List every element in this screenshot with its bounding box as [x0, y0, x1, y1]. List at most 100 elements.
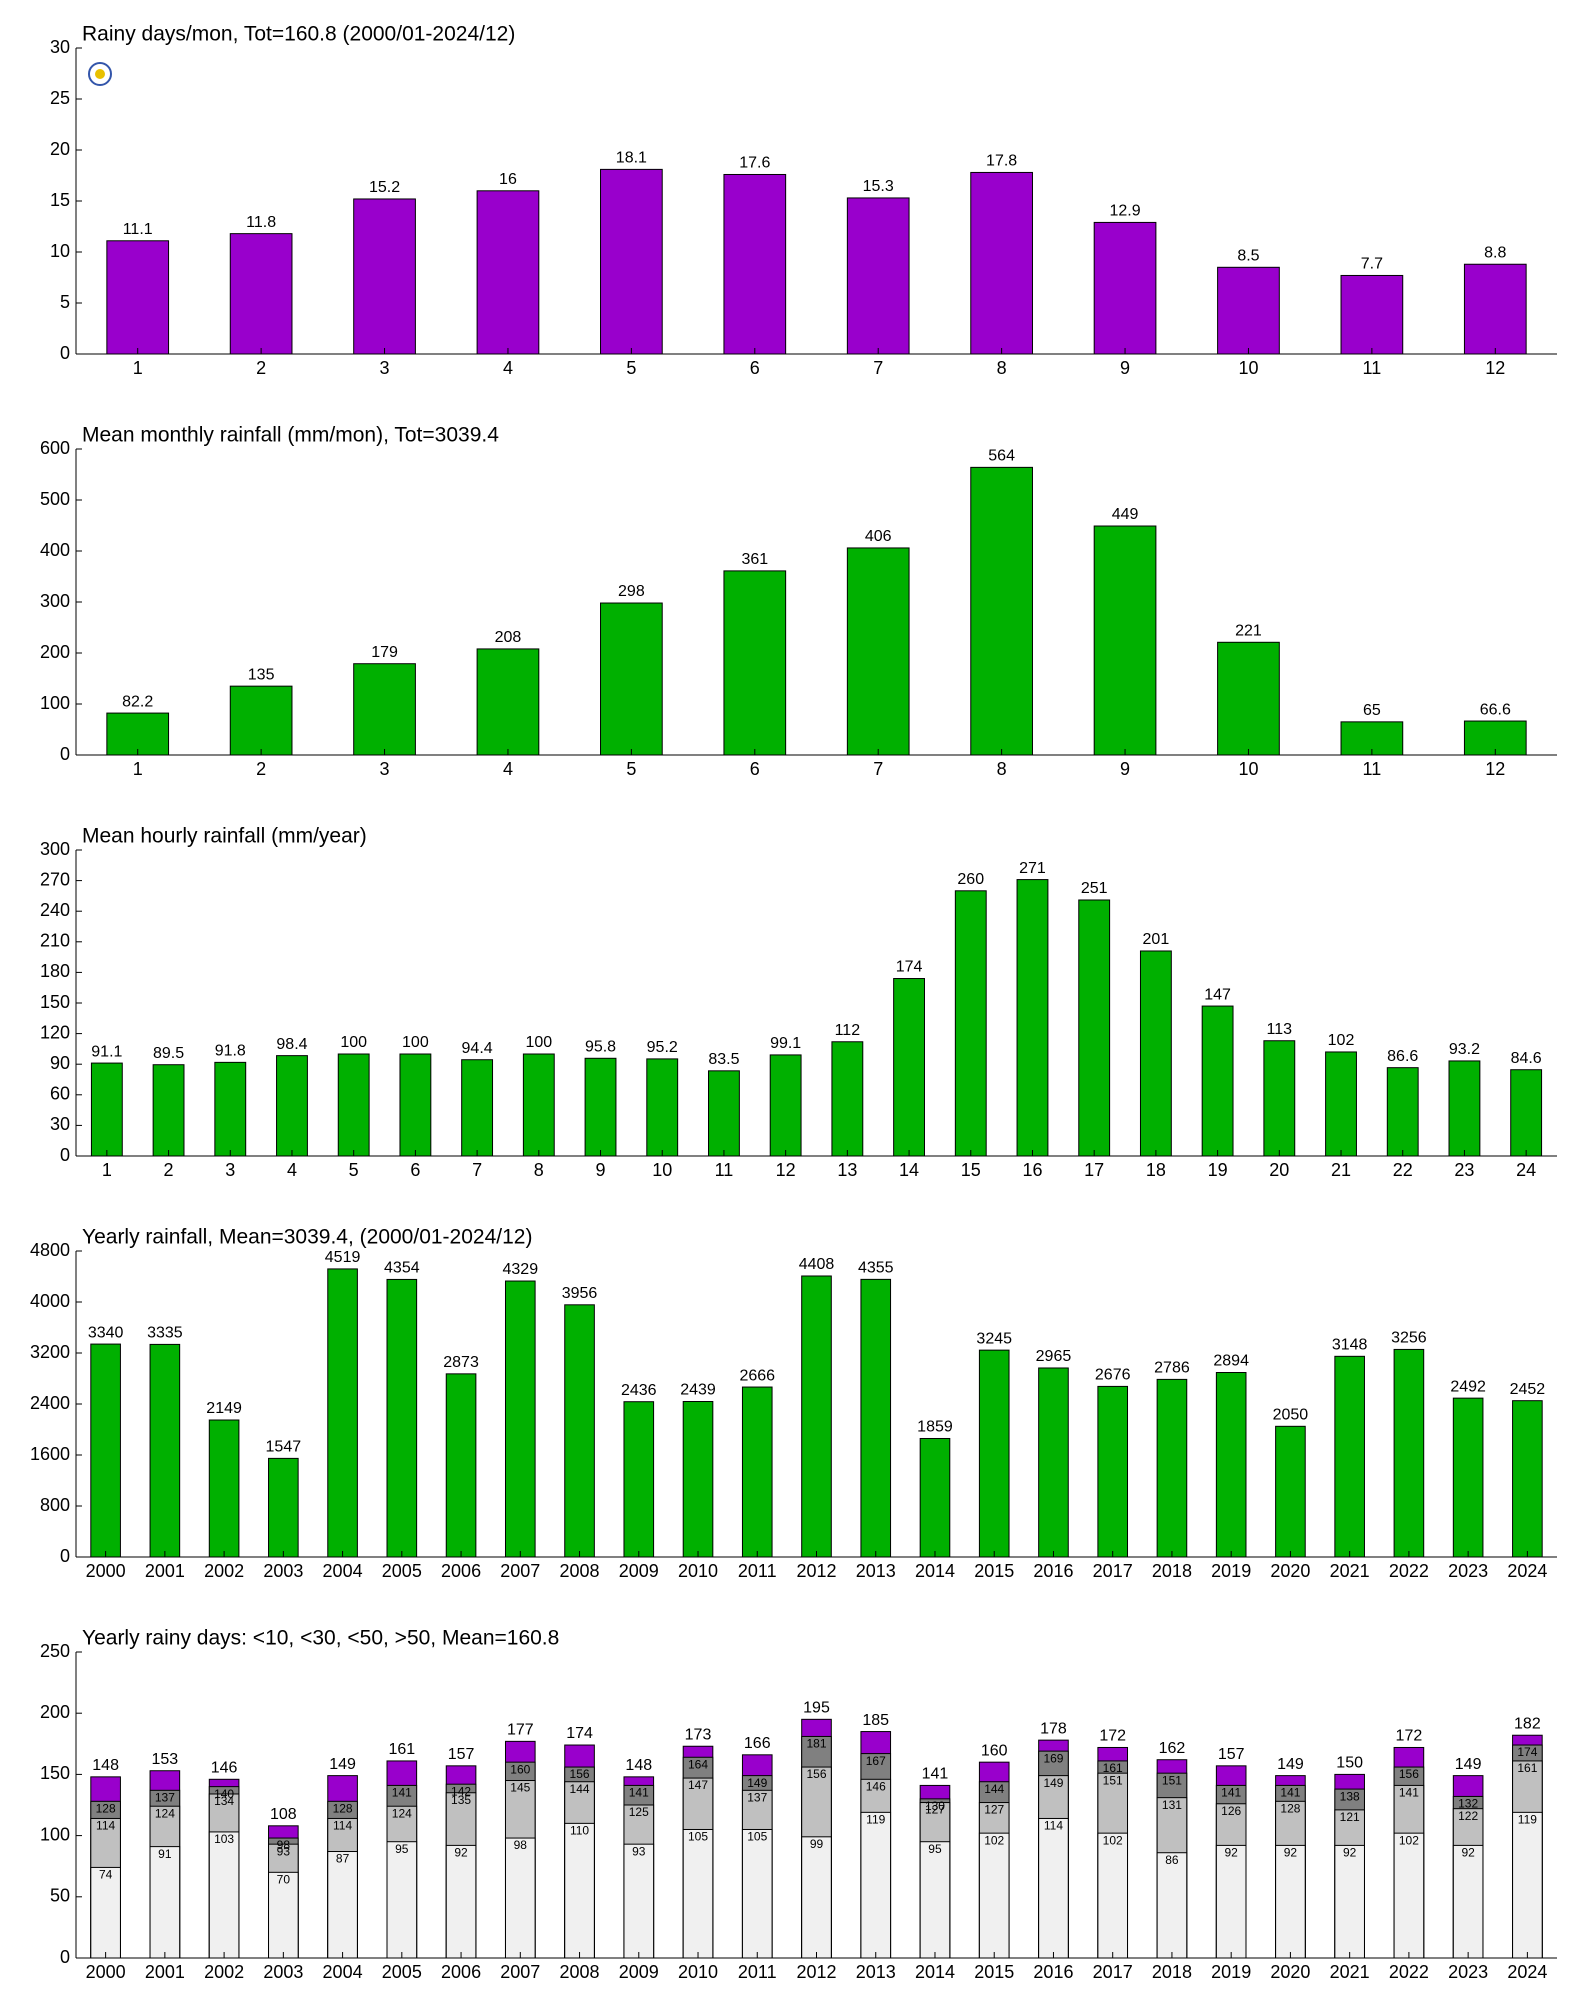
value-label: 178	[1040, 1720, 1067, 1737]
x-tick-label: 2	[256, 358, 266, 378]
value-label: 2492	[1450, 1378, 1486, 1395]
value-label: 148	[92, 1757, 119, 1774]
x-tick-label: 11	[1363, 759, 1382, 779]
value-label: 100	[340, 1034, 367, 1051]
x-tick-label: 10	[1238, 759, 1258, 779]
bar	[504, 1280, 536, 1558]
value-label: 7.7	[1361, 256, 1383, 273]
x-tick-label: 2019	[1211, 1962, 1251, 1982]
value-label: 66.6	[1480, 701, 1511, 718]
bar	[214, 1061, 247, 1157]
segment-label: 91	[158, 1847, 172, 1861]
bar	[1217, 641, 1280, 756]
x-tick-label: 2000	[86, 1561, 126, 1581]
bar	[152, 1064, 185, 1157]
value-label: 18.1	[616, 150, 647, 167]
bar	[831, 1041, 864, 1157]
y-tick-label: 90	[50, 1053, 70, 1073]
chart-title: Mean monthly rainfall (mm/mon), Tot=3039…	[82, 424, 499, 447]
value-label: 149	[1455, 1756, 1482, 1773]
segment-label: 156	[1399, 1767, 1419, 1781]
value-label: 146	[211, 1760, 238, 1777]
x-tick-label: 2020	[1270, 1561, 1310, 1581]
bar	[476, 190, 540, 355]
segment-label: 92	[454, 1846, 468, 1860]
segment-label: 141	[1221, 1786, 1241, 1800]
x-tick-label: 6	[750, 759, 760, 779]
value-label: 149	[329, 1756, 356, 1773]
y-tick-label: 30	[50, 1114, 70, 1134]
x-tick-label: 5	[626, 358, 636, 378]
bar	[1038, 1367, 1069, 1558]
value-label: 3956	[562, 1285, 598, 1302]
bar	[1078, 899, 1111, 1157]
bar	[741, 1386, 773, 1558]
value-label: 1547	[266, 1439, 302, 1456]
segment-label: 128	[96, 1801, 116, 1815]
value-label: 4329	[503, 1261, 539, 1278]
bar	[1263, 1040, 1296, 1157]
segment-label: 131	[1162, 1798, 1182, 1812]
value-label: 135	[248, 666, 275, 683]
segment-label: 93	[277, 1844, 291, 1858]
value-label: 251	[1081, 880, 1108, 897]
x-tick-label: 6	[750, 358, 760, 378]
bar	[801, 1275, 832, 1558]
value-label: 3256	[1391, 1330, 1427, 1347]
x-tick-label: 9	[1120, 358, 1130, 378]
segment-label: 151	[1162, 1773, 1182, 1787]
segment-label: 99	[810, 1837, 824, 1851]
segment-label: 102	[1399, 1833, 1419, 1847]
y-tick-label: 120	[40, 1022, 70, 1042]
x-tick-label: 2007	[500, 1561, 540, 1581]
x-tick-label: 11	[1363, 358, 1382, 378]
y-tick-label: 0	[60, 1546, 70, 1566]
x-tick-label: 2003	[263, 1962, 303, 1982]
value-label: 113	[1267, 1021, 1293, 1038]
bar	[860, 1278, 892, 1558]
bar	[846, 197, 910, 355]
x-tick-label: 2008	[560, 1962, 600, 1982]
bar	[1139, 950, 1172, 1157]
x-tick-label: 2021	[1330, 1561, 1370, 1581]
segment-label: 141	[1399, 1786, 1419, 1800]
bar	[1325, 1051, 1357, 1157]
x-tick-label: 2022	[1389, 1561, 1429, 1581]
segment-label: 98	[277, 1838, 291, 1852]
y-tick-label: 200	[40, 1702, 70, 1722]
y-tick-label: 2400	[30, 1393, 70, 1413]
segment-label: 137	[155, 1790, 175, 1804]
value-label: 174	[566, 1725, 593, 1742]
bar	[1093, 221, 1157, 355]
x-tick-label: 3	[380, 358, 390, 378]
value-label: 4519	[325, 1249, 361, 1266]
x-tick-label: 1	[133, 759, 143, 779]
segment-label: 138	[1340, 1789, 1360, 1803]
value-label: 11.8	[246, 214, 276, 231]
value-label: 93.2	[1449, 1041, 1480, 1058]
bar	[769, 1054, 802, 1157]
bar	[106, 240, 170, 355]
value-label: 162	[1159, 1740, 1186, 1757]
x-tick-label: 2	[164, 1160, 174, 1180]
value-label: 2439	[680, 1382, 716, 1399]
bar	[584, 1057, 617, 1157]
value-label: 221	[1235, 623, 1262, 640]
value-label: 160	[981, 1742, 1008, 1759]
bar	[1393, 1348, 1425, 1558]
bar	[1097, 1832, 1129, 1959]
x-tick-label: 2002	[204, 1962, 244, 1982]
bar	[504, 1837, 536, 1959]
logo	[88, 62, 112, 86]
segment-label: 181	[806, 1737, 826, 1751]
segment-label: 122	[1458, 1809, 1478, 1823]
bar	[893, 978, 925, 1157]
y-tick-label: 200	[40, 642, 70, 662]
segment-label: 95	[928, 1842, 942, 1856]
segment-label: 127	[925, 1803, 945, 1817]
y-tick-label: 1600	[30, 1444, 70, 1464]
value-label: 12.9	[1109, 203, 1140, 220]
segment-label: 103	[214, 1832, 234, 1846]
bar	[268, 1457, 299, 1558]
